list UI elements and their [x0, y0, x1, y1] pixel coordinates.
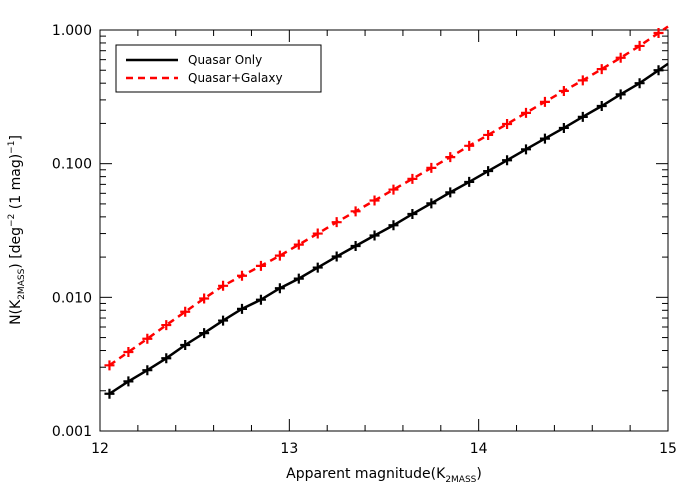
series-0-point: [577, 111, 588, 122]
x-tick-label: 15: [659, 441, 677, 457]
axis-ticks: [99, 29, 669, 432]
x-tick-label: 14: [470, 441, 488, 457]
series-0-point: [653, 65, 664, 76]
legend-label-quasar-galaxy: Quasar+Galaxy: [188, 71, 283, 85]
series-0-point: [274, 283, 285, 294]
series-1-point: [577, 75, 588, 86]
series-0-point: [634, 78, 645, 89]
series-1-point: [350, 206, 361, 217]
series-1-point: [123, 346, 134, 357]
series-0-point: [483, 166, 494, 177]
legend: Quasar Only Quasar+Galaxy: [115, 44, 322, 93]
series-0-point: [558, 122, 569, 133]
series-0-point: [312, 262, 323, 273]
series-1-point: [483, 129, 494, 140]
series-1-point: [180, 306, 191, 317]
series-1-point: [161, 320, 172, 331]
series-0-point: [407, 209, 418, 220]
series-0-point: [199, 328, 210, 339]
series-1-point: [255, 260, 266, 271]
series-0-point: [464, 176, 475, 187]
series-1-point: [312, 228, 323, 239]
series-layer: [104, 25, 669, 399]
series-1-point: [388, 184, 399, 195]
series-1-point: [464, 140, 475, 151]
series-1-point: [407, 173, 418, 184]
y-tick-label: 0.010: [52, 290, 92, 306]
series-1-point: [615, 52, 626, 63]
series-0-point: [445, 187, 456, 198]
plot-frame: [99, 29, 669, 432]
series-1-point: [634, 40, 645, 51]
series-0-point: [350, 241, 361, 252]
series-0-point: [237, 303, 247, 314]
series-0-point: [142, 365, 153, 376]
series-1-point: [274, 250, 285, 261]
series-1-point: [237, 270, 247, 281]
series-1-point: [199, 293, 210, 304]
series-1-point: [293, 239, 304, 250]
series-0-point: [596, 101, 607, 112]
series-1-point: [502, 119, 513, 130]
x-tick-label: 13: [280, 441, 298, 457]
series-0-point: [180, 339, 191, 350]
series-1-point: [218, 280, 229, 291]
series-1-point: [142, 333, 153, 344]
series-0-point: [331, 251, 342, 262]
series-1-point: [521, 107, 531, 118]
y-tick-label: 0.100: [52, 157, 92, 173]
series-0-point: [255, 294, 266, 305]
series-0-point: [615, 89, 626, 100]
series-0-point: [502, 155, 513, 166]
x-tick-label: 12: [91, 441, 109, 457]
series-0-point: [161, 353, 172, 364]
series-0-point: [521, 144, 531, 155]
series-0-point: [104, 388, 115, 399]
y-axis-label: N(K2MASS) [deg−2 (1 mag)−1]: [7, 135, 27, 325]
y-tick-labels: 0.001 0.010 0.100 1.000: [52, 23, 92, 440]
y-tick-label: 0.001: [52, 424, 92, 440]
series-1-point: [445, 152, 456, 163]
series-line-0: [108, 62, 669, 395]
series-1-point: [104, 360, 115, 371]
series-0-point: [218, 315, 229, 326]
series-0-point: [426, 198, 437, 209]
series-0-point: [293, 273, 304, 284]
series-0-point: [369, 230, 380, 241]
legend-box: [115, 44, 322, 93]
x-axis-label: Apparent magnitude(K2MASS): [286, 466, 482, 485]
legend-label-quasar-only: Quasar Only: [188, 53, 262, 67]
series-0-point: [123, 376, 134, 387]
y-tick-label: 1.000: [52, 23, 92, 39]
series-1-point: [558, 85, 569, 96]
series-1-point: [539, 96, 550, 107]
series-0-point: [388, 220, 399, 231]
series-1-point: [596, 64, 607, 75]
series-1-point: [653, 27, 664, 38]
series-0-point: [539, 133, 550, 144]
x-tick-labels: 12 13 14 15: [91, 441, 677, 457]
series-1-point: [369, 195, 380, 206]
series-1-point: [426, 162, 437, 173]
series-1-point: [331, 217, 342, 228]
